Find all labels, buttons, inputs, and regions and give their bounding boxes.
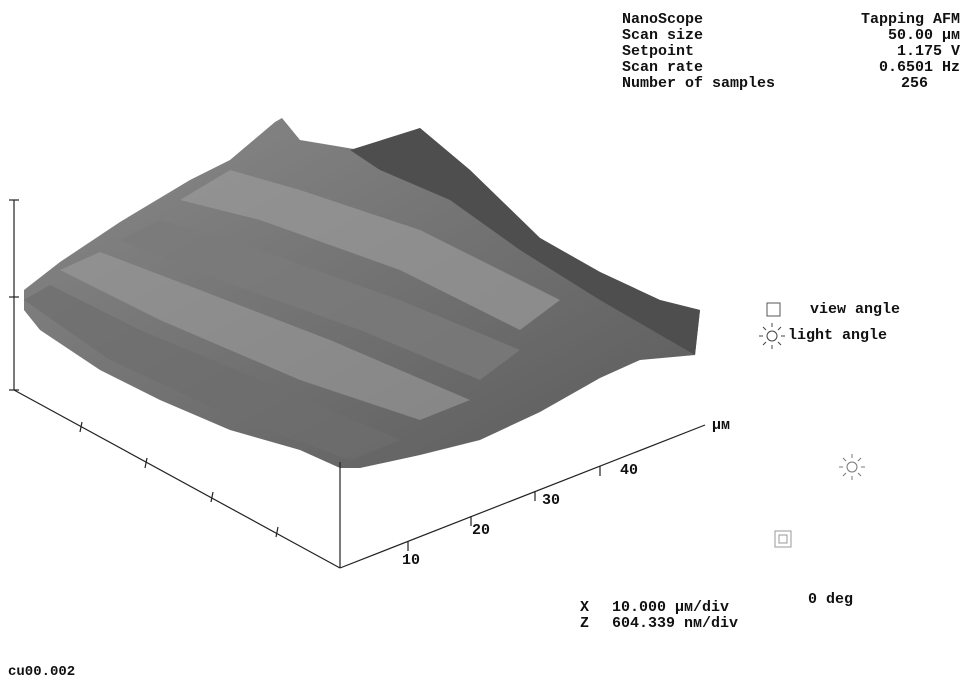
angle-label: 0 deg [808,592,853,608]
axis-tick-label: 30 [542,493,560,509]
view-icon [767,303,780,316]
header-value: 50.00 µм [760,28,960,44]
axis-tick-label: 20 [472,523,490,539]
axis-unit: µм [712,418,730,434]
header-label: Setpoint [622,44,694,60]
header-value: Tapping AFM [760,12,960,28]
scale-value: 10.000 µм/div [612,600,729,616]
scale-value: 604.339 nм/div [612,616,738,632]
scale-axis: Z [580,616,589,632]
afm-screen: NanoScope Tapping AFM Scan size 50.00 µм… [0,0,964,681]
header-label: Scan rate [622,60,703,76]
scale-axis: X [580,600,589,616]
legend-light: light angle [788,328,887,344]
header-value: 0.6501 Hz [760,60,960,76]
filename: cu00.002 [8,664,75,680]
light-indicator [839,454,865,480]
header-label: Scan size [622,28,703,44]
header-value: 1.175 V [760,44,960,60]
header-value: 256 [760,76,928,92]
legend-view: view angle [810,302,900,318]
header-label: Number of samples [622,76,775,92]
header-label: NanoScope [622,12,703,28]
light-icon [759,323,785,349]
view-indicator [779,535,787,543]
axis-tick-label: 40 [620,463,638,479]
view-indicator [775,531,791,547]
axis-tick-label: 10 [402,553,420,569]
